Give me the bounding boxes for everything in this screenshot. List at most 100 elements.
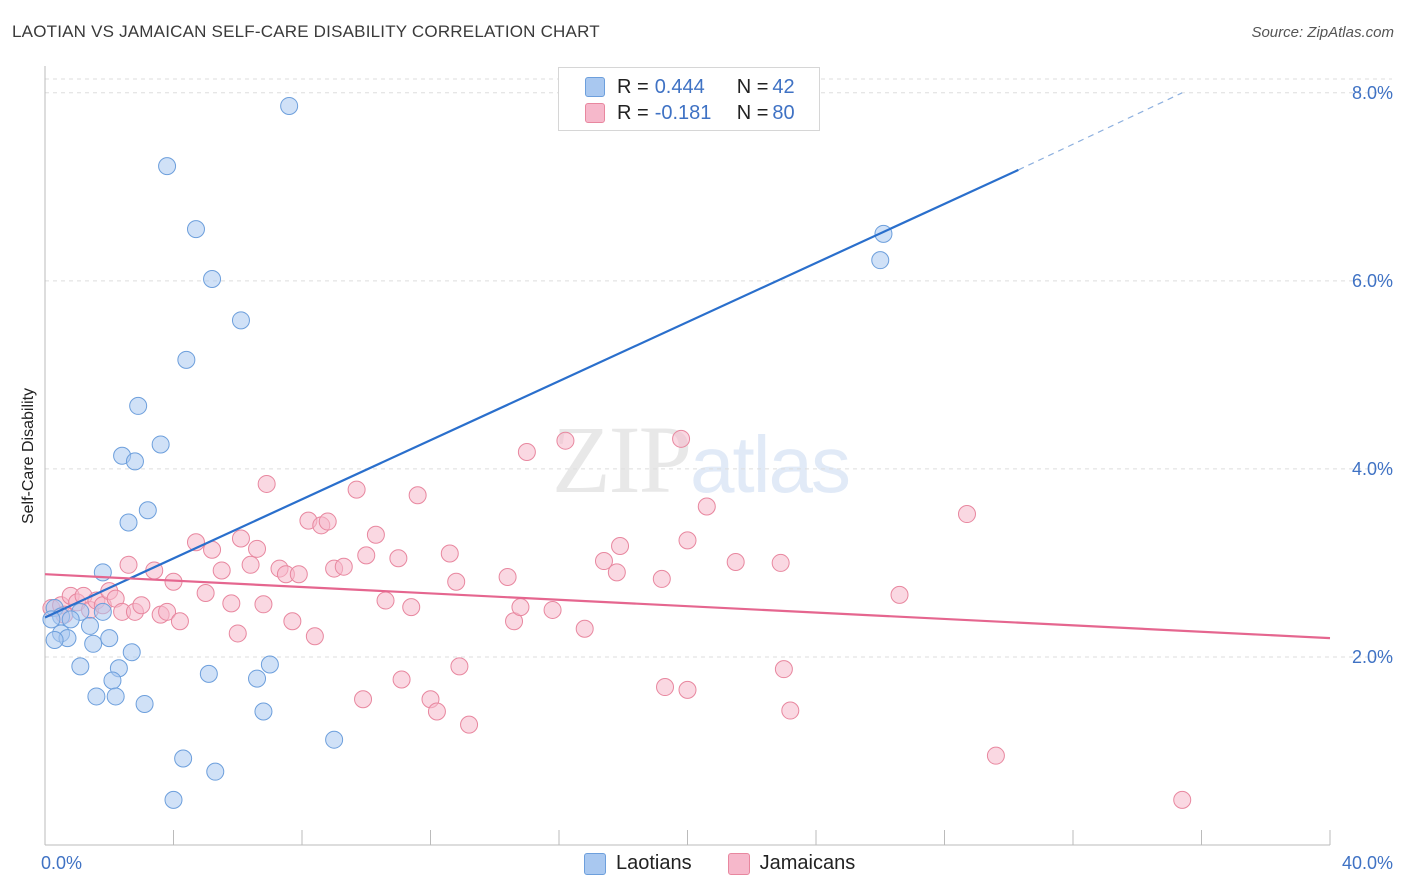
laotian-point bbox=[174, 749, 193, 768]
jamaican-point bbox=[511, 598, 530, 617]
jamaican-point bbox=[283, 612, 302, 631]
legend-swatch-jamaicans bbox=[727, 852, 750, 875]
laotian-point bbox=[248, 669, 267, 688]
jamaican-point bbox=[460, 715, 479, 734]
jamaican-point bbox=[334, 557, 353, 576]
x-tick-label: 0.0% bbox=[41, 853, 82, 873]
laotian-point bbox=[80, 616, 99, 635]
laotian-point bbox=[138, 501, 157, 520]
axes bbox=[44, 66, 1331, 846]
jamaican-point bbox=[254, 595, 273, 614]
jamaican-point bbox=[672, 429, 691, 448]
legend-row-laotians: R = 0.444 N = 42 bbox=[585, 74, 795, 100]
jamaican-point bbox=[212, 561, 231, 580]
laotian-trend-extension bbox=[1018, 92, 1183, 171]
jamaican-point bbox=[575, 619, 594, 638]
jamaican-point bbox=[389, 549, 408, 568]
legend-r-label: R = bbox=[617, 101, 649, 124]
jamaican-point bbox=[408, 486, 427, 505]
laotian-point bbox=[151, 435, 170, 454]
laotian-point bbox=[42, 610, 61, 629]
jamaican-point bbox=[231, 529, 250, 548]
jamaican-point bbox=[241, 555, 260, 574]
jamaican-point bbox=[119, 555, 138, 574]
laotian-point bbox=[87, 687, 106, 706]
laotian-point bbox=[84, 634, 103, 653]
tick-labels: 2.0% 4.0% 6.0% 8.0% 0.0% 40.0% bbox=[41, 83, 1393, 873]
jamaican-point bbox=[697, 497, 716, 516]
jamaican-point bbox=[543, 600, 562, 619]
laotian-point bbox=[199, 664, 218, 683]
jamaican-point bbox=[132, 596, 151, 615]
laotian-point bbox=[231, 311, 250, 330]
legend-n-label: N = bbox=[736, 101, 769, 124]
laotian-point bbox=[158, 157, 177, 176]
chart-title: LAOTIAN VS JAMAICAN SELF-CARE DISABILITY… bbox=[12, 22, 600, 41]
laotian-point bbox=[71, 657, 90, 676]
laotian-point bbox=[106, 687, 125, 706]
jamaican-point bbox=[1173, 790, 1192, 809]
jamaican-point bbox=[450, 657, 469, 676]
watermark: ZIPatlas bbox=[552, 404, 851, 515]
jamaican-point bbox=[170, 612, 189, 631]
legend-label-laotians: Laotians bbox=[616, 852, 692, 874]
laotian-point bbox=[135, 694, 154, 713]
legend-r-value: -0.181 bbox=[654, 101, 712, 124]
jamaican-point bbox=[607, 563, 626, 582]
x-tick-label: 40.0% bbox=[1342, 853, 1393, 873]
laotian-point bbox=[260, 655, 279, 674]
jamaican-point bbox=[305, 627, 324, 646]
legend-n-value: 42 bbox=[772, 75, 795, 98]
laotian-point bbox=[100, 629, 119, 648]
jamaican-point bbox=[957, 505, 976, 524]
laotian-point bbox=[61, 610, 80, 629]
jamaican-point bbox=[257, 474, 276, 493]
laotian-point bbox=[325, 730, 344, 749]
laotian-point bbox=[871, 251, 890, 270]
legend-swatch-laotians bbox=[584, 852, 606, 875]
laotian-point bbox=[93, 602, 112, 621]
jamaican-point bbox=[366, 525, 385, 544]
jamaican-point bbox=[594, 552, 613, 571]
jamaican-trend-line bbox=[44, 573, 1331, 640]
laotian-point bbox=[125, 452, 144, 471]
jamaican-point bbox=[228, 624, 247, 643]
data-points bbox=[42, 96, 1192, 809]
laotian-point bbox=[164, 790, 183, 809]
series-legend: Laotians Jamaicans bbox=[584, 852, 891, 875]
y-tick-label: 8.0% bbox=[1352, 83, 1393, 103]
jamaican-point bbox=[611, 537, 630, 556]
legend-label-jamaicans: Jamaicans bbox=[759, 852, 856, 874]
legend-item-laotians: Laotians bbox=[584, 852, 692, 875]
jamaican-point bbox=[347, 480, 366, 499]
legend-swatch-laotians bbox=[585, 77, 605, 97]
jamaican-point bbox=[771, 553, 790, 572]
y-tick-label: 2.0% bbox=[1352, 647, 1393, 667]
laotian-point bbox=[103, 671, 122, 690]
legend-r-value: 0.444 bbox=[654, 75, 705, 98]
laotian-point bbox=[177, 350, 196, 369]
watermark-zip: ZIP bbox=[552, 406, 692, 513]
legend-item-jamaicans: Jamaicans bbox=[727, 852, 856, 875]
source-label: Source: ZipAtlas.com bbox=[1251, 24, 1394, 41]
laotian-point bbox=[119, 513, 138, 532]
legend-n-label: N = bbox=[736, 75, 769, 98]
jamaican-point bbox=[402, 598, 421, 617]
jamaican-point bbox=[498, 568, 517, 587]
jamaican-point bbox=[222, 594, 241, 613]
trend-lines bbox=[44, 92, 1331, 640]
laotian-point bbox=[129, 396, 148, 415]
jamaican-point bbox=[678, 680, 697, 699]
jamaican-point bbox=[652, 569, 671, 588]
jamaican-point bbox=[986, 746, 1005, 765]
jamaican-point bbox=[656, 678, 675, 697]
jamaican-point bbox=[781, 701, 800, 720]
jamaican-point bbox=[678, 531, 697, 550]
jamaican-point bbox=[890, 585, 909, 604]
jamaican-point bbox=[196, 584, 215, 603]
laotian-point bbox=[122, 643, 141, 662]
laotian-trend-line bbox=[44, 168, 1019, 619]
jamaican-point bbox=[517, 442, 536, 461]
laotian-point bbox=[203, 269, 222, 288]
